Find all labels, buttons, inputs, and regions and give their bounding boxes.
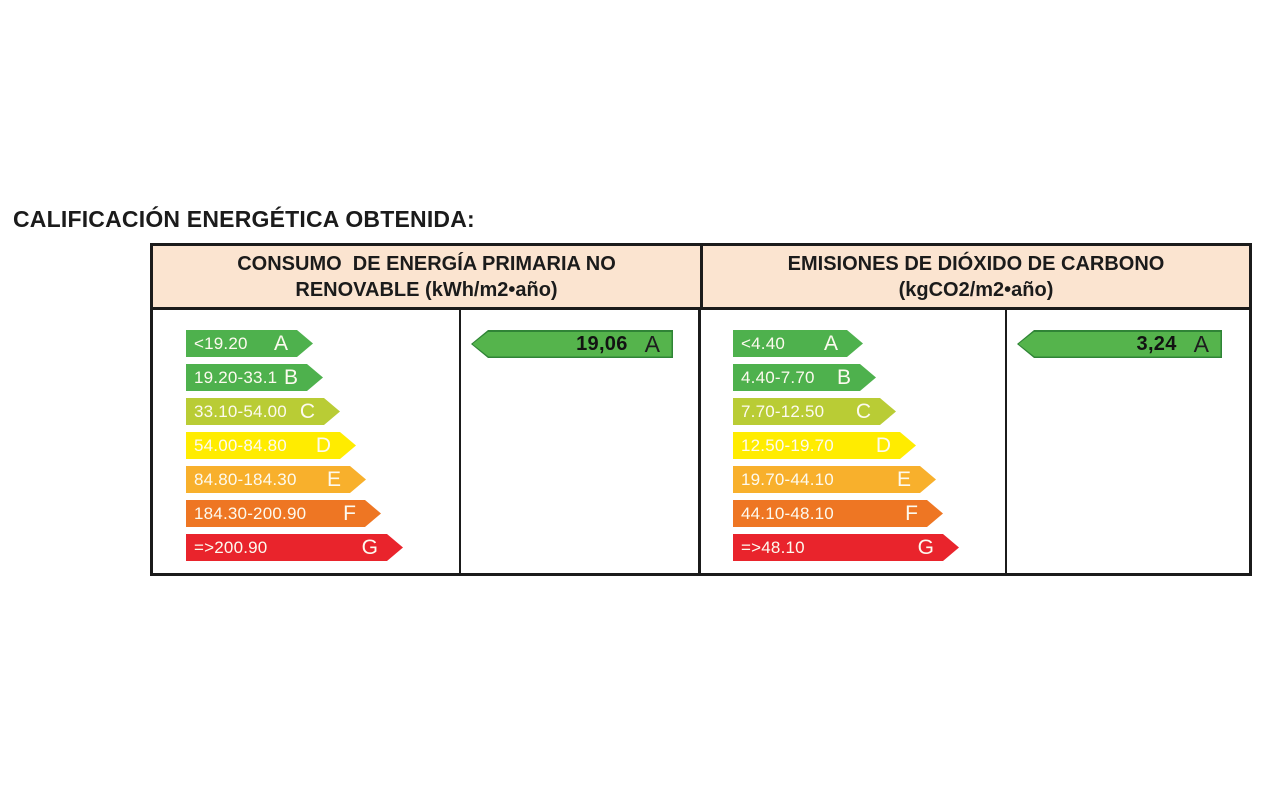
rating-bar-f: 184.30-200.90 F: [186, 500, 381, 527]
table-body-row: <19.20 A 19.20-33.1 B 33.10-54.00 C 54.0…: [153, 310, 1249, 573]
result-value: 3,24: [1136, 332, 1177, 355]
rating-range-label: <19.20: [194, 333, 248, 353]
header-emisiones: EMISIONES DE DIÓXIDO DE CARBONO (kgCO2/m…: [703, 246, 1249, 307]
rating-grade-letter: D: [315, 434, 331, 457]
rating-range-label: <4.40: [741, 333, 786, 353]
rating-grade-letter: F: [905, 502, 918, 525]
rating-grade-letter: A: [273, 332, 288, 355]
rating-grade-letter: E: [896, 468, 911, 491]
rating-grade-letter: C: [299, 400, 315, 423]
rating-range-label: 7.70-12.50: [741, 401, 825, 421]
header-emisiones-line2: (kgCO2/m2•año): [898, 278, 1054, 301]
rating-grade-letter: C: [855, 400, 871, 423]
rating-bar-d: 54.00-84.80 D: [186, 432, 356, 459]
result-arrow-fill: [472, 331, 672, 357]
result-value: 19,06: [576, 332, 628, 355]
consumo-scale-column: <19.20 A 19.20-33.1 B 33.10-54.00 C 54.0…: [153, 310, 461, 573]
result-grade: A: [644, 330, 660, 357]
rating-range-label: 19.70-44.10: [741, 469, 834, 489]
rating-range-label: 33.10-54.00: [194, 401, 287, 421]
rating-bar-d: 12.50-19.70 D: [733, 432, 916, 459]
rating-grade-letter: F: [343, 502, 356, 525]
result-grade: A: [1193, 330, 1209, 357]
rating-grade-letter: B: [283, 366, 298, 389]
rating-grade-letter: D: [875, 434, 891, 457]
rating-bar-b: 19.20-33.1 B: [186, 364, 323, 391]
rating-range-label: =>48.10: [741, 537, 805, 557]
rating-range-label: 184.30-200.90: [194, 503, 307, 523]
rating-grade-letter: A: [823, 332, 838, 355]
consumo-result-column: 19,06 A: [461, 310, 701, 573]
emisiones-result-column: 3,24 A: [1007, 310, 1249, 573]
page-title: CALIFICACIÓN ENERGÉTICA OBTENIDA:: [13, 206, 475, 232]
rating-bar-e: 84.80-184.30 E: [186, 466, 366, 493]
rating-bar-g: =>48.10 G: [733, 534, 959, 561]
table-header-row: CONSUMO DE ENERGÍA PRIMARIA NO RENOVABLE…: [153, 246, 1249, 310]
header-consumo-line2: RENOVABLE (kWh/m2•año): [295, 278, 558, 301]
rating-range-label: 12.50-19.70: [741, 435, 834, 455]
rating-table: CONSUMO DE ENERGÍA PRIMARIA NO RENOVABLE…: [150, 243, 1252, 576]
rating-bar-b: 4.40-7.70 B: [733, 364, 876, 391]
rating-bar-f: 44.10-48.10 F: [733, 500, 943, 527]
rating-bar-c: 33.10-54.00 C: [186, 398, 340, 425]
rating-range-label: 44.10-48.10: [741, 503, 834, 523]
rating-range-label: 84.80-184.30: [194, 469, 297, 489]
rating-bar-a: <19.20 A: [186, 330, 313, 357]
rating-bar-e: 19.70-44.10 E: [733, 466, 936, 493]
rating-range-label: 54.00-84.80: [194, 435, 287, 455]
result-arrow-content: 19,06 A: [471, 330, 673, 358]
rating-bar-a: <4.40 A: [733, 330, 863, 357]
result-arrow-content: 3,24 A: [1017, 330, 1222, 358]
rating-bar-g: =>200.90 G: [186, 534, 403, 561]
rating-grade-letter: B: [836, 366, 851, 389]
rating-range-label: 19.20-33.1: [194, 367, 278, 387]
rating-grade-letter: G: [917, 536, 934, 559]
rating-grade-letter: E: [326, 468, 341, 491]
header-emisiones-line1: EMISIONES DE DIÓXIDO DE CARBONO: [787, 252, 1165, 275]
rating-range-label: 4.40-7.70: [741, 367, 815, 387]
header-consumo: CONSUMO DE ENERGÍA PRIMARIA NO RENOVABLE…: [153, 246, 703, 307]
result-arrow-consumo: 19,06 A: [471, 330, 673, 358]
rating-grade-letter: G: [361, 536, 378, 559]
header-consumo-line1: CONSUMO DE ENERGÍA PRIMARIA NO: [237, 252, 616, 275]
rating-bar-c: 7.70-12.50 C: [733, 398, 896, 425]
emisiones-scale-column: <4.40 A 4.40-7.70 B 7.70-12.50 C 12.50-1…: [701, 310, 1007, 573]
result-arrow-emisiones: 3,24 A: [1017, 330, 1222, 358]
rating-range-label: =>200.90: [194, 537, 268, 557]
result-arrow-fill: [1018, 331, 1221, 357]
